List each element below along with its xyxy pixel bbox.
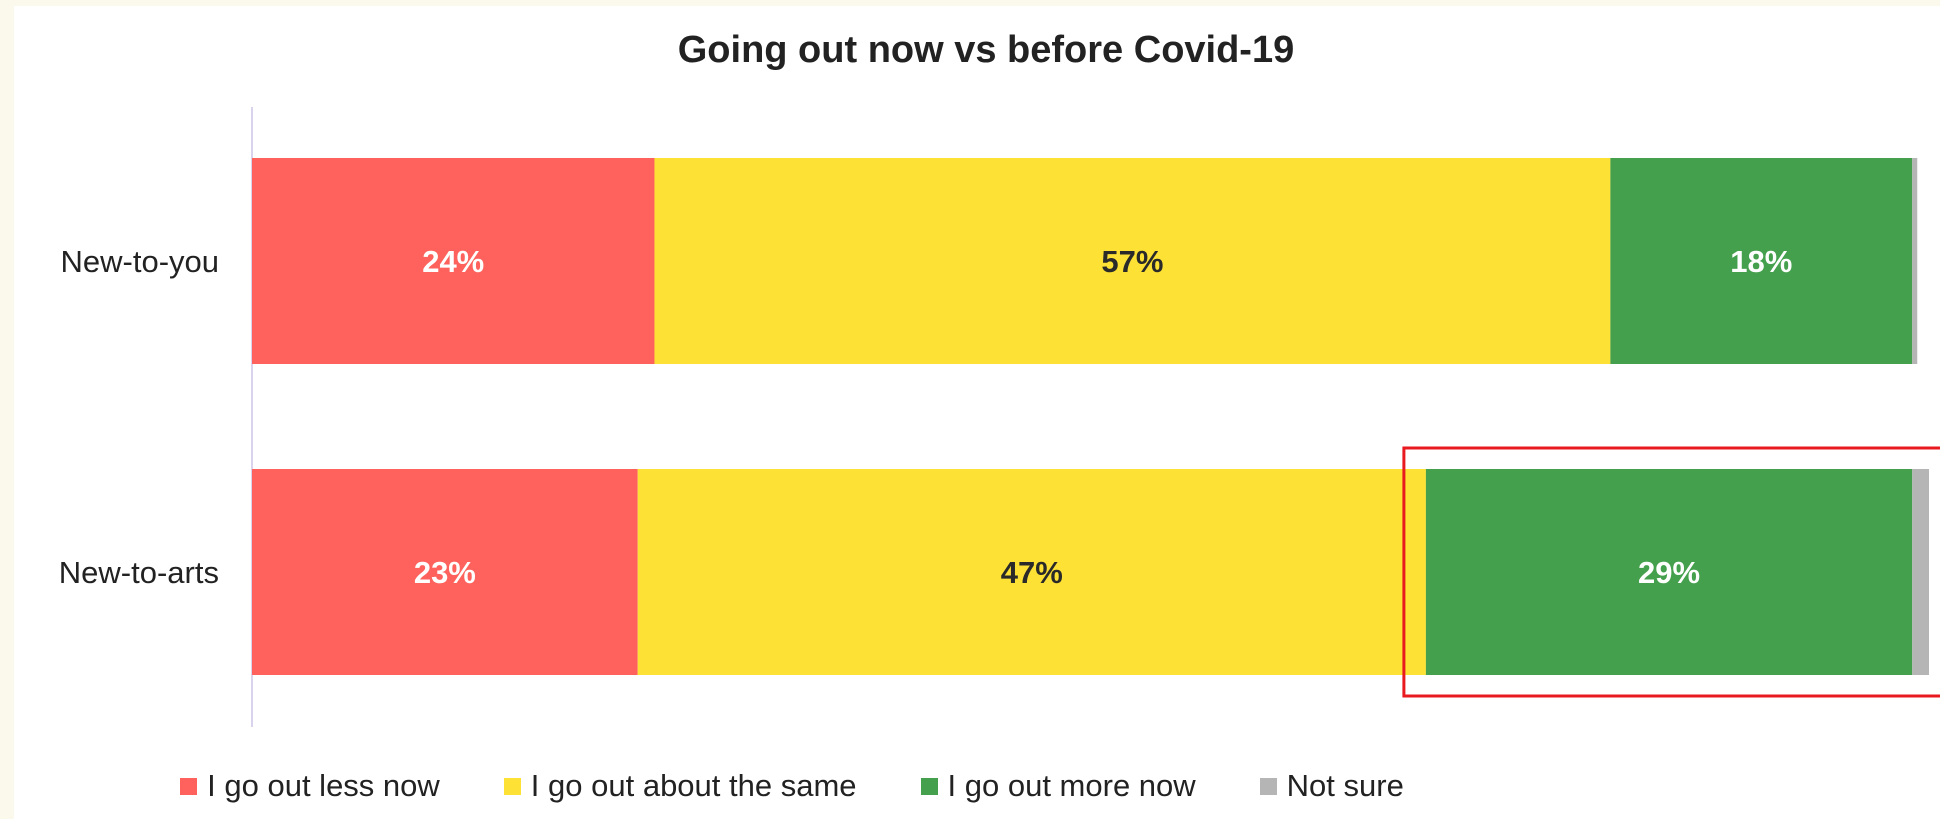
data-label: 57%	[1101, 244, 1163, 279]
bar-segment	[252, 469, 638, 675]
chart-panel: Going out now vs before Covid-19 New-to-…	[14, 6, 1940, 819]
legend-label: I go out more now	[947, 768, 1196, 803]
bars-group: New-to-you 24% 57% 18% New-to-arts 23% 47% 29%	[59, 158, 1929, 675]
chart-title: Going out now vs before Covid-19	[678, 29, 1294, 71]
data-label: 23%	[414, 555, 476, 590]
legend-swatch	[920, 777, 938, 795]
data-label: 47%	[1001, 555, 1063, 590]
legend-item: I go out about the same	[503, 768, 857, 804]
data-label: 29%	[1638, 555, 1700, 590]
bar-segment	[1425, 469, 1913, 675]
data-label: 18%	[1730, 244, 1792, 279]
legend-item: Not sure	[1259, 768, 1404, 804]
highlight-group	[1402, 446, 1940, 698]
highlight-box	[1402, 446, 1940, 698]
legend-label: I go out less now	[207, 768, 440, 803]
category-label: New-to-you	[61, 244, 220, 279]
data-label: 24%	[422, 244, 484, 279]
legend-swatch	[1259, 777, 1277, 795]
bar-segment	[1912, 158, 1918, 364]
category-label: New-to-arts	[59, 555, 219, 590]
bar-segment	[252, 158, 655, 364]
legend-item: I go out less now	[180, 768, 440, 804]
legend-label: I go out about the same	[530, 768, 857, 803]
bar-segment	[1912, 469, 1929, 675]
legend: I go out less now I go out about the same…	[0, 768, 1755, 804]
bar-segment	[637, 469, 1426, 675]
stacked-bar-chart: Going out now vs before Covid-19 New-to-…	[59, 29, 1940, 727]
legend-swatch	[503, 777, 521, 795]
bar-segment	[654, 158, 1611, 364]
bar-segment	[1610, 158, 1913, 364]
legend-item: I go out more now	[920, 768, 1196, 804]
legend-label: Not sure	[1286, 768, 1404, 803]
legend-swatch	[180, 777, 198, 795]
